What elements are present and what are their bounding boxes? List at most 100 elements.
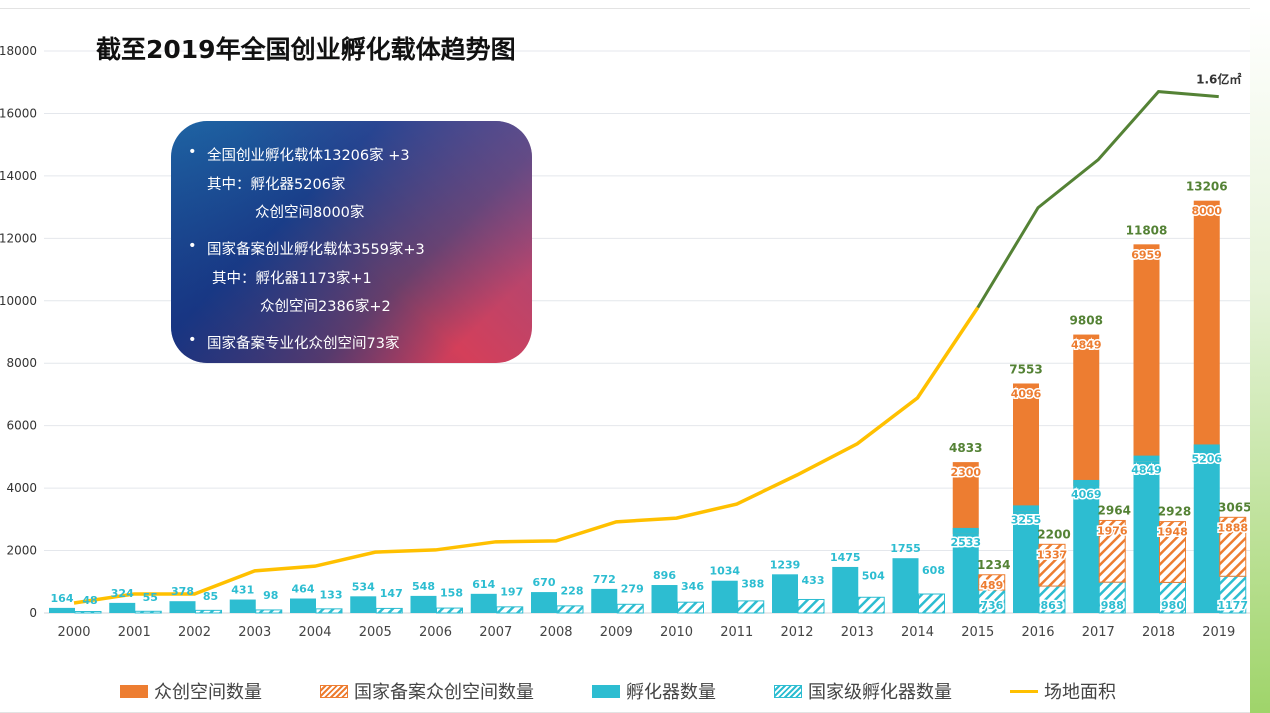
data-label-national-maker-space: 1888 [1217, 521, 1248, 534]
bar-national-maker-space [1219, 516, 1247, 577]
bar-national-incubator [616, 603, 644, 614]
data-label-national-incubator: 228 [561, 584, 584, 597]
x-tick-label: 2003 [238, 625, 271, 640]
bar-national-incubator [436, 607, 463, 614]
legend: 众创空间数量 国家备案众创空间数量 孵化器数量 国家级孵化器数量 场地面积 [120, 678, 1174, 704]
bar-national-incubator [677, 601, 704, 614]
bar-national-incubator [315, 608, 343, 614]
data-label-maker-space: 4096 [1011, 387, 1042, 400]
data-label-national-maker-space: 1948 [1157, 526, 1188, 539]
bar-maker-space [1193, 200, 1220, 451]
data-label-total: 11808 [1126, 223, 1168, 237]
data-label-national-incubator: 158 [440, 587, 463, 600]
data-label-incubator: 1475 [830, 551, 861, 564]
bar-maker-space [952, 462, 979, 534]
data-label-maker-space: 4849 [1071, 339, 1102, 352]
bar-incubator [49, 607, 75, 613]
data-label-national-incubator: 85 [203, 590, 218, 603]
bar-incubator [651, 585, 678, 613]
line-area-late [976, 90, 1219, 309]
x-tick-label: 2015 [961, 625, 994, 640]
bar-national-incubator [375, 607, 403, 614]
bar-incubator [772, 574, 798, 613]
data-label-total: 4833 [949, 441, 982, 455]
x-tick-label: 2017 [1082, 625, 1115, 640]
data-label-incubator: 464 [292, 583, 315, 596]
info-line: 其中：孵化器5206家 [207, 177, 346, 193]
bar-incubator-cap [1193, 444, 1220, 451]
x-tick-label: 2007 [479, 625, 512, 640]
bar-national-maker-space [1098, 519, 1126, 583]
legend-swatch [774, 684, 802, 698]
bar-maker-space [1013, 383, 1039, 512]
x-tick-label: 2014 [901, 625, 934, 640]
bar-incubator [169, 601, 196, 613]
bullet: • [188, 144, 197, 160]
bar-incubator [229, 599, 256, 613]
x-tick-label: 2010 [660, 625, 693, 640]
bar-national-maker-space [1038, 543, 1066, 587]
data-label-total: 7553 [1009, 362, 1042, 376]
data-label-incubator: 1239 [770, 558, 801, 571]
x-tick-label: 2006 [419, 625, 452, 640]
data-label-national-incubator: 504 [862, 569, 885, 582]
legend-item[interactable]: 场地面积 [1010, 678, 1116, 704]
data-label-national-maker-space: 489 [980, 579, 1003, 592]
data-label-incubator: 324 [111, 587, 134, 600]
bar-national-incubator [134, 610, 162, 614]
data-label-national-incubator: 147 [380, 587, 403, 600]
bar-incubator [1193, 450, 1220, 613]
data-label-national-incubator: 388 [741, 578, 764, 591]
data-label-national-incubator: 863 [1041, 599, 1064, 612]
data-label-national-incubator: 608 [922, 564, 945, 577]
bar-incubator [531, 592, 557, 613]
legend-item[interactable]: 国家级孵化器数量 [774, 678, 952, 704]
x-tick-label: 2012 [780, 625, 813, 640]
legend-swatch [320, 684, 348, 698]
legend-item[interactable]: 国家备案众创空间数量 [320, 678, 534, 704]
data-label-incubator: 431 [231, 584, 254, 597]
legend-label: 孵化器数量 [626, 682, 716, 703]
data-label-national-total: 3065 [1218, 500, 1250, 514]
data-label-incubator: 4069 [1071, 488, 1102, 501]
y-tick-label: 18000 [0, 44, 37, 58]
data-label-national-incubator: 346 [681, 580, 704, 593]
legend-swatch [1010, 689, 1038, 693]
data-label-national-incubator: 279 [621, 583, 644, 596]
x-tick-label: 2004 [298, 625, 331, 640]
info-line: 全国创业孵化载体13206家 +3 [207, 148, 410, 164]
info-line: 国家备案创业孵化载体3559家+3 [207, 242, 425, 258]
bar-maker-space [1073, 334, 1100, 486]
bar-incubator [832, 566, 859, 613]
legend-item[interactable]: 孵化器数量 [592, 678, 716, 704]
bar-national-incubator [496, 606, 524, 614]
data-label-maker-space: 8000 [1191, 205, 1222, 218]
bar-national-maker-space [1159, 521, 1186, 583]
data-label-national-incubator: 980 [1161, 599, 1184, 612]
info-line: 其中：孵化器1173家+1 [212, 271, 372, 287]
legend-item[interactable]: 众创空间数量 [120, 678, 262, 704]
info-line: 国家备案专业化众创空间73家 [207, 336, 400, 352]
legend-swatch [592, 684, 620, 698]
y-tick-label: 2000 [6, 544, 37, 558]
bar-incubator [290, 598, 316, 613]
line-area-early [73, 306, 980, 605]
x-tick-label: 2002 [178, 625, 211, 640]
bar-incubator [1073, 485, 1100, 613]
x-tick-label: 2013 [841, 625, 874, 640]
legend-label: 国家级孵化器数量 [808, 682, 952, 703]
data-label-national-incubator: 988 [1101, 599, 1124, 612]
data-label-incubator: 534 [352, 580, 375, 593]
bar-national-incubator [255, 609, 283, 614]
y-tick-label: 14000 [0, 169, 37, 183]
legend-label: 众创空间数量 [154, 682, 262, 703]
data-label-national-maker-space: 1337 [1037, 548, 1068, 561]
bar-national-maker-space [978, 574, 1006, 591]
data-label-maker-space: 2300 [950, 466, 981, 479]
data-label-incubator: 548 [412, 580, 435, 593]
bar-incubator [470, 593, 497, 613]
legend-swatch [120, 684, 148, 698]
data-label-incubator: 614 [472, 578, 495, 591]
y-tick-label: 4000 [6, 481, 37, 495]
x-tick-label: 2019 [1202, 625, 1235, 640]
